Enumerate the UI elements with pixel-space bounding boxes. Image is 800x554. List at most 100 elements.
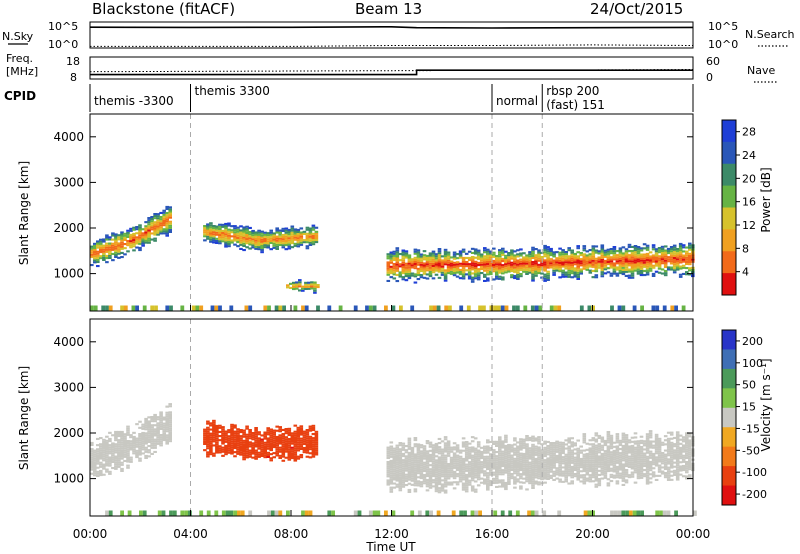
echo-cell — [293, 441, 298, 444]
echo-cell — [425, 479, 430, 482]
echo-cell — [688, 269, 692, 272]
near-range-cell — [470, 510, 475, 516]
echo-cell — [413, 273, 418, 276]
x-tick-label: 00:00 — [73, 527, 108, 541]
echo-cell — [299, 445, 304, 448]
echo-cell — [681, 438, 686, 441]
echo-cell — [495, 459, 499, 462]
echo-cell — [93, 261, 97, 264]
echo-cell — [416, 259, 421, 262]
echo-cell — [660, 256, 665, 259]
echo-cell — [96, 452, 100, 455]
echo-cell — [609, 436, 614, 439]
echo-cell — [120, 463, 124, 466]
echo-cell — [108, 246, 112, 249]
echo-cell — [307, 281, 311, 284]
echo-cell — [510, 261, 514, 264]
echo-cell — [135, 232, 139, 235]
echo-cell — [272, 435, 276, 438]
near-range-cell — [169, 510, 173, 516]
echo-cell — [685, 444, 689, 447]
echo-cell — [428, 472, 433, 475]
echo-cell — [651, 467, 656, 470]
echo-cell — [437, 483, 442, 486]
echo-cell — [446, 467, 451, 470]
echo-cell — [275, 229, 279, 232]
echo-cell — [594, 438, 599, 441]
echo-cell — [498, 471, 502, 474]
echo-cell — [236, 428, 240, 431]
echo-cell — [251, 456, 255, 459]
echo-cell — [564, 443, 568, 446]
echo-cell — [111, 248, 115, 251]
echo-cell — [489, 479, 493, 482]
echo-cell — [672, 246, 677, 249]
echo-cell — [144, 456, 148, 459]
echo-cell — [395, 473, 400, 476]
near-range-cell — [681, 305, 686, 311]
echo-cell — [266, 451, 270, 454]
echo-cell — [212, 428, 216, 431]
echo-cell — [558, 259, 562, 262]
echo-cell — [117, 445, 121, 448]
echo-cell — [168, 226, 172, 229]
echo-cell — [168, 222, 172, 225]
echo-cell — [636, 440, 641, 443]
echo-cell — [449, 270, 454, 273]
near-range-cell — [357, 510, 362, 516]
echo-cell — [470, 247, 475, 250]
echo-cell — [546, 475, 550, 478]
echo-cell — [452, 442, 457, 445]
near-range-cell — [436, 510, 441, 516]
echo-cell — [150, 232, 154, 235]
echo-cell — [242, 240, 246, 243]
echo-cell — [470, 487, 475, 490]
echo-cell — [99, 257, 103, 260]
echo-cell — [467, 256, 472, 259]
echo-cell — [111, 452, 115, 455]
echo-cell — [278, 438, 282, 441]
echo-cell — [600, 448, 605, 451]
velocity-boundary-lines — [190, 319, 543, 516]
echo-cell — [570, 255, 574, 258]
echo-cell — [639, 263, 644, 266]
echo-cell — [594, 477, 599, 480]
echo-cell — [630, 446, 635, 449]
echo-cell — [96, 240, 100, 243]
echo-cell — [531, 476, 535, 479]
echo-cell — [621, 447, 626, 450]
echo-cell — [224, 227, 228, 230]
echo-cell — [114, 235, 118, 238]
echo-cell — [162, 434, 166, 437]
echo-cell — [257, 443, 261, 446]
echo-cell — [114, 243, 118, 246]
echo-cell — [534, 457, 538, 460]
echo-cell — [287, 245, 292, 248]
echo-cell — [531, 460, 535, 463]
near-range-cell — [625, 510, 629, 516]
echo-cell — [162, 217, 166, 220]
echo-cell — [461, 437, 466, 440]
echo-cell — [254, 247, 258, 250]
echo-cell — [540, 449, 544, 452]
echo-cell — [455, 257, 460, 260]
echo-cell — [159, 224, 163, 227]
echo-cell — [495, 479, 499, 482]
echo-cell — [212, 444, 216, 447]
echo-cell — [275, 429, 279, 432]
echo-cell — [588, 253, 593, 256]
echo-cell — [141, 238, 145, 241]
echo-cell — [395, 471, 400, 474]
echo-cell — [254, 431, 258, 434]
echo-cell — [416, 251, 421, 254]
echo-cell — [129, 436, 133, 439]
echo-cell — [120, 461, 124, 464]
echo-cell — [407, 256, 412, 259]
echo-cell — [570, 441, 574, 444]
echo-cell — [519, 477, 523, 480]
echo-cell — [389, 472, 394, 475]
echo-cell — [570, 449, 574, 452]
echo-cell — [437, 464, 442, 467]
echo-cell — [284, 233, 289, 236]
echo-cell — [440, 473, 445, 476]
